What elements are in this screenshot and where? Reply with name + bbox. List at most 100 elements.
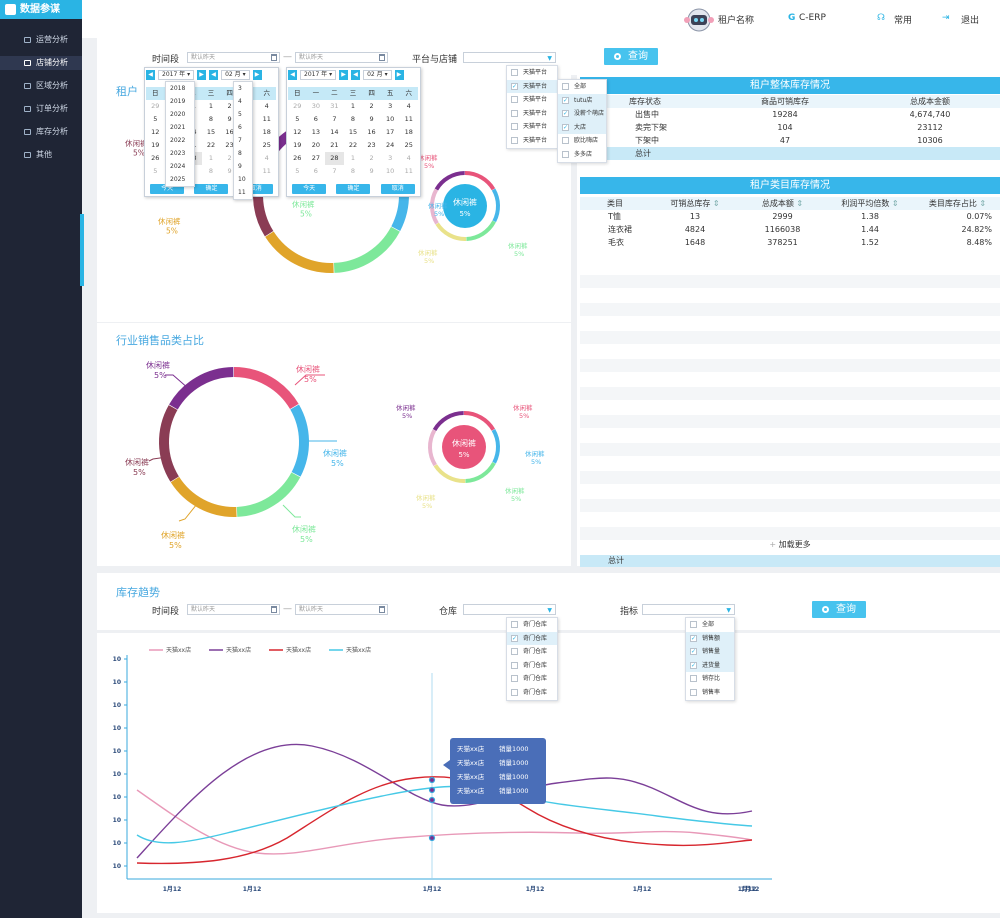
calendar-day[interactable]: 25 xyxy=(262,141,271,149)
calendar-day[interactable]: 18 xyxy=(404,128,413,136)
calendar-day[interactable]: 25 xyxy=(404,141,413,149)
calendar-day[interactable]: 9 xyxy=(369,167,374,175)
calendar-day[interactable]: 4 xyxy=(406,102,411,110)
donut-segment[interactable] xyxy=(434,171,465,191)
calendar-day[interactable]: 19 xyxy=(293,141,302,149)
calendar-day[interactable]: 4 xyxy=(406,154,411,162)
year-option[interactable]: 2020 xyxy=(170,111,186,118)
prev-month-button[interactable]: ◀ xyxy=(351,69,361,80)
calendar-day[interactable]: 1 xyxy=(208,154,214,162)
load-more-button[interactable]: + 加载更多 xyxy=(580,538,1000,552)
series-line[interactable] xyxy=(136,776,753,865)
calendar-day[interactable]: 19 xyxy=(151,141,160,149)
end-date-input[interactable]: 默认昨天 xyxy=(295,52,388,63)
store-option[interactable]: ✓ tutu店 xyxy=(558,93,606,108)
data-point[interactable] xyxy=(428,834,436,842)
data-point[interactable] xyxy=(428,786,436,794)
calendar-day[interactable]: 22 xyxy=(206,141,216,149)
legend-label[interactable]: 天猫xx店 xyxy=(226,646,251,654)
donut-segment[interactable] xyxy=(491,429,500,464)
donut-segment[interactable] xyxy=(169,367,234,410)
donut-segment[interactable] xyxy=(265,231,334,273)
erp-link[interactable]: C-ERP xyxy=(799,13,826,23)
calendar-day[interactable]: 7 xyxy=(332,115,337,123)
month-select[interactable]: 02 月 ▾ xyxy=(221,69,250,80)
calendar-day[interactable]: 3 xyxy=(388,154,393,162)
donut-segment[interactable] xyxy=(170,476,237,517)
donut-segment[interactable] xyxy=(465,461,496,483)
calendar-day[interactable]: 11 xyxy=(404,115,413,123)
year-option[interactable]: 2025 xyxy=(170,176,186,183)
platform-option[interactable]: 天猫平台 xyxy=(507,107,557,121)
data-point[interactable] xyxy=(428,776,436,784)
calendar-day[interactable]: 5 xyxy=(295,167,300,175)
prev-year-button[interactable]: ◀ xyxy=(288,69,297,80)
today-button[interactable]: 今天 xyxy=(150,184,185,194)
year-option[interactable]: 2024 xyxy=(170,163,186,170)
calendar-day[interactable]: 1 xyxy=(350,154,356,162)
cancel-button[interactable]: 取消 xyxy=(380,184,415,194)
calendar-day[interactable]: 17 xyxy=(385,128,395,136)
calendar-day[interactable]: 6 xyxy=(313,115,318,123)
platform-option[interactable]: 天猫平台 xyxy=(507,93,557,107)
calendar-day[interactable]: 5 xyxy=(295,115,300,123)
legend-label[interactable]: 天猫xx店 xyxy=(346,646,371,654)
calendar-day[interactable]: 21 xyxy=(330,141,339,149)
calendar-day[interactable]: 23 xyxy=(367,141,376,149)
month-option[interactable]: 7 xyxy=(238,137,242,144)
month-option[interactable]: 3 xyxy=(238,85,242,92)
prev-year-button[interactable]: ◀ xyxy=(146,69,155,80)
favorites-link[interactable]: 常用 xyxy=(894,16,913,26)
donut-segment[interactable] xyxy=(430,188,439,225)
next-month-button[interactable]: ▶ xyxy=(252,69,262,80)
sidebar-item-operations[interactable]: 运营分析 xyxy=(0,33,82,47)
donut-segment[interactable] xyxy=(466,220,496,241)
metric-option[interactable]: ✓ 销售量 xyxy=(686,645,734,659)
calendar-icon[interactable] xyxy=(379,606,385,613)
metric-option[interactable]: 销售率 xyxy=(686,686,734,700)
platform-select[interactable]: ▼ xyxy=(463,52,556,63)
trend-start-date-input[interactable]: 默认昨天 xyxy=(187,604,280,615)
calendar-day[interactable]: 27 xyxy=(311,154,320,162)
calendar-day[interactable]: 9 xyxy=(227,115,232,123)
calendar-day[interactable]: 28 xyxy=(325,152,344,165)
sidebar-item-other[interactable]: 其他 xyxy=(0,148,82,162)
store-option[interactable]: ✓ 没薪个萌店 xyxy=(558,107,606,121)
sortable-header[interactable]: 可销总库存 ⇕ xyxy=(650,197,740,210)
donut-segment[interactable] xyxy=(432,411,464,432)
month-option[interactable]: 6 xyxy=(238,124,242,131)
calendar-day[interactable]: 2 xyxy=(369,154,374,162)
metric-select[interactable]: ▼ xyxy=(642,604,735,615)
calendar-day[interactable]: 8 xyxy=(208,115,214,123)
calendar-day[interactable]: 20 xyxy=(311,141,320,149)
data-point[interactable] xyxy=(428,796,436,804)
calendar-day[interactable]: 29 xyxy=(293,102,302,110)
calendar-day[interactable]: 6 xyxy=(313,167,318,175)
calendar-day[interactable]: 1 xyxy=(208,102,214,110)
store-option[interactable]: 欧比嗨店 xyxy=(558,134,606,148)
metric-option[interactable]: 销存比 xyxy=(686,672,734,686)
next-year-button[interactable]: ▶ xyxy=(339,69,349,80)
calendar-day[interactable]: 26 xyxy=(151,154,160,162)
sortable-header[interactable]: 利润平均倍数 ⇕ xyxy=(825,197,915,210)
calendar-day[interactable]: 16 xyxy=(367,128,376,136)
calendar-day[interactable]: 12 xyxy=(151,128,160,136)
calendar-day[interactable]: 16 xyxy=(225,128,234,136)
warehouse-select[interactable]: ▼ xyxy=(463,604,556,615)
warehouse-option[interactable]: 奇门仓库 xyxy=(507,686,557,700)
donut-segment[interactable] xyxy=(428,429,437,467)
trend-query-button[interactable]: 查询 xyxy=(812,601,866,618)
calendar-day[interactable]: 18 xyxy=(262,128,271,136)
donut-segment[interactable] xyxy=(463,411,496,431)
calendar-day[interactable]: 11 xyxy=(262,167,271,175)
store-option[interactable]: ✓ 大店 xyxy=(558,120,606,135)
next-month-button[interactable]: ▶ xyxy=(394,69,404,80)
calendar-day[interactable]: 5 xyxy=(153,115,158,123)
month-option[interactable]: 4 xyxy=(238,98,242,105)
legend-label[interactable]: 天猫xx店 xyxy=(286,646,311,654)
sidebar-item-store[interactable]: 店铺分析 xyxy=(0,56,82,70)
platform-option[interactable]: ✓ 天猫平台 xyxy=(507,79,557,94)
month-option[interactable]: 9 xyxy=(238,163,242,170)
donut-segment[interactable] xyxy=(159,405,179,482)
donut-segment[interactable] xyxy=(236,472,301,517)
